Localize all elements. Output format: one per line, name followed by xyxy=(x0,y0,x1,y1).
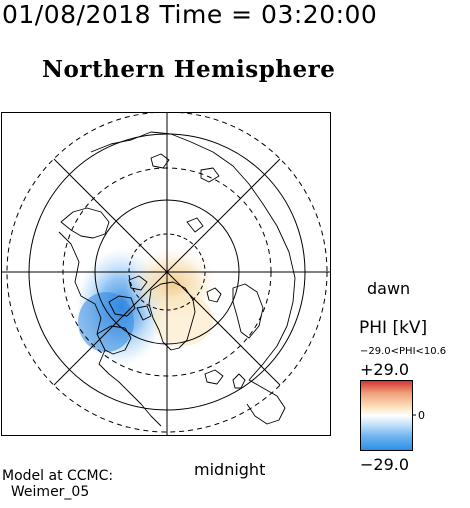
coastline-british-isles xyxy=(232,373,246,389)
meridian-line xyxy=(53,158,281,386)
coastline-north-america xyxy=(58,231,162,427)
midnight-label: midnight xyxy=(194,460,266,479)
colorbar-range: −29.0<PHI<10.6 xyxy=(360,346,447,357)
map-border xyxy=(1,112,331,436)
positive-potential-cell xyxy=(153,294,213,346)
dawn-label: dawn xyxy=(367,279,411,298)
colorbar-max-label: +29.0 xyxy=(360,360,410,379)
colorbar: 0 xyxy=(360,380,425,451)
coastline-arctic-islands xyxy=(108,275,152,321)
coastline-siberia-islands xyxy=(150,153,220,233)
polar-map xyxy=(1,112,331,436)
coastline-scandinavia xyxy=(232,283,264,339)
colorbar-title: PHI [kV] xyxy=(359,318,428,338)
colorbar-min-label: −29.0 xyxy=(360,455,410,474)
negative-potential-cell xyxy=(78,292,134,352)
coastline-hudson-bay xyxy=(96,325,132,355)
coastline-alaska xyxy=(60,207,110,239)
colorbar-zero-label: 0 xyxy=(418,409,425,422)
coastline-greenland xyxy=(148,281,196,351)
coastline-europe xyxy=(246,379,286,425)
model-credit: Model at CCMC: Weimer_05 xyxy=(2,468,114,500)
coastline-iceland xyxy=(204,369,224,385)
coastline-svalbard xyxy=(206,287,222,303)
timestamp: 01/08/2018 Time = 03:20:00 xyxy=(2,0,378,29)
hemisphere-title: Northern Hemisphere xyxy=(42,56,336,83)
colorbar-gradient xyxy=(360,380,413,451)
coastline-eurasia xyxy=(90,131,296,381)
